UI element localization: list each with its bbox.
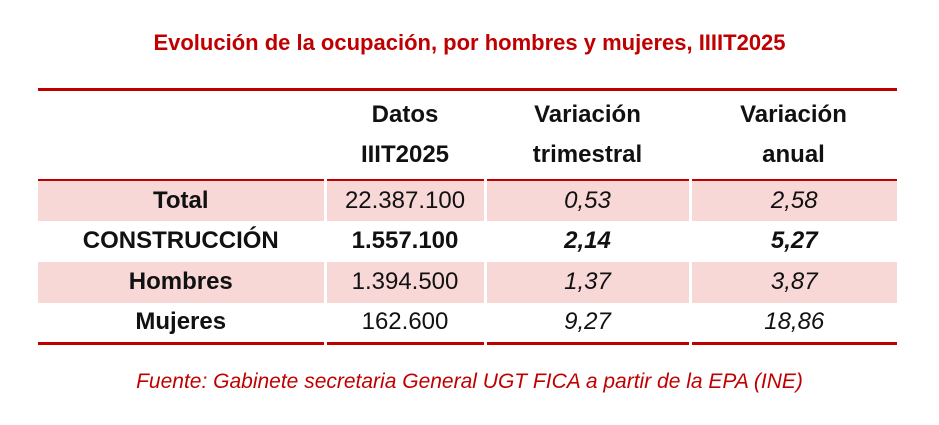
header-line: Variación: [534, 100, 641, 128]
cell: 5,27: [770, 227, 818, 254]
header-row: Datos IIIT2025 Variación trimestral Variació…: [38, 90, 897, 180]
cell: 22.387.100: [325, 179, 487, 221]
row-label: Mujeres: [38, 302, 327, 344]
header-cell: [38, 90, 325, 180]
header-cell: Variación trimestral: [485, 90, 690, 180]
row-label: Total: [38, 179, 327, 221]
header-line: Datos: [371, 100, 439, 128]
row: Total 22.387.100 0,53 2,58: [38, 179, 897, 221]
header-line: anual: [762, 140, 825, 168]
header-cell: Datos IIIT2025: [325, 90, 485, 180]
title: Evolución de la ocupación, por hombres y…: [153, 30, 786, 55]
cell: 3,87: [690, 261, 897, 303]
row: Mujeres 162.600 9,27 18,86: [38, 302, 897, 344]
source: Fuente: Gabinete secretaria General UGT …: [136, 370, 803, 393]
row-label: CONSTRUCCIÓN: [38, 220, 327, 262]
cell: 2,58: [690, 179, 897, 221]
cell: 18,86: [764, 308, 825, 336]
cell: 2,14: [485, 220, 692, 262]
row: CONSTRUCCIÓN 1.557.100 2,14 5,27: [38, 220, 897, 262]
cell: 1.394.500: [325, 261, 487, 303]
header-line: trimestral: [532, 140, 643, 168]
cell: 162.600: [325, 302, 487, 344]
row-label: Hombres: [38, 261, 327, 303]
cell: 1.557.100: [325, 220, 487, 262]
table: Datos IIIT2025 Variación trimestral Variació…: [38, 88, 897, 345]
header-line: IIIT2025: [360, 140, 450, 168]
cell: 0,53: [485, 179, 692, 221]
header-line: Variación: [740, 100, 847, 128]
cell: 1,37: [485, 261, 692, 303]
header-cell: Variación anual: [690, 90, 897, 180]
cell: 9,27: [485, 302, 692, 344]
row: Hombres 1.394.500 1,37 3,87: [38, 261, 897, 303]
